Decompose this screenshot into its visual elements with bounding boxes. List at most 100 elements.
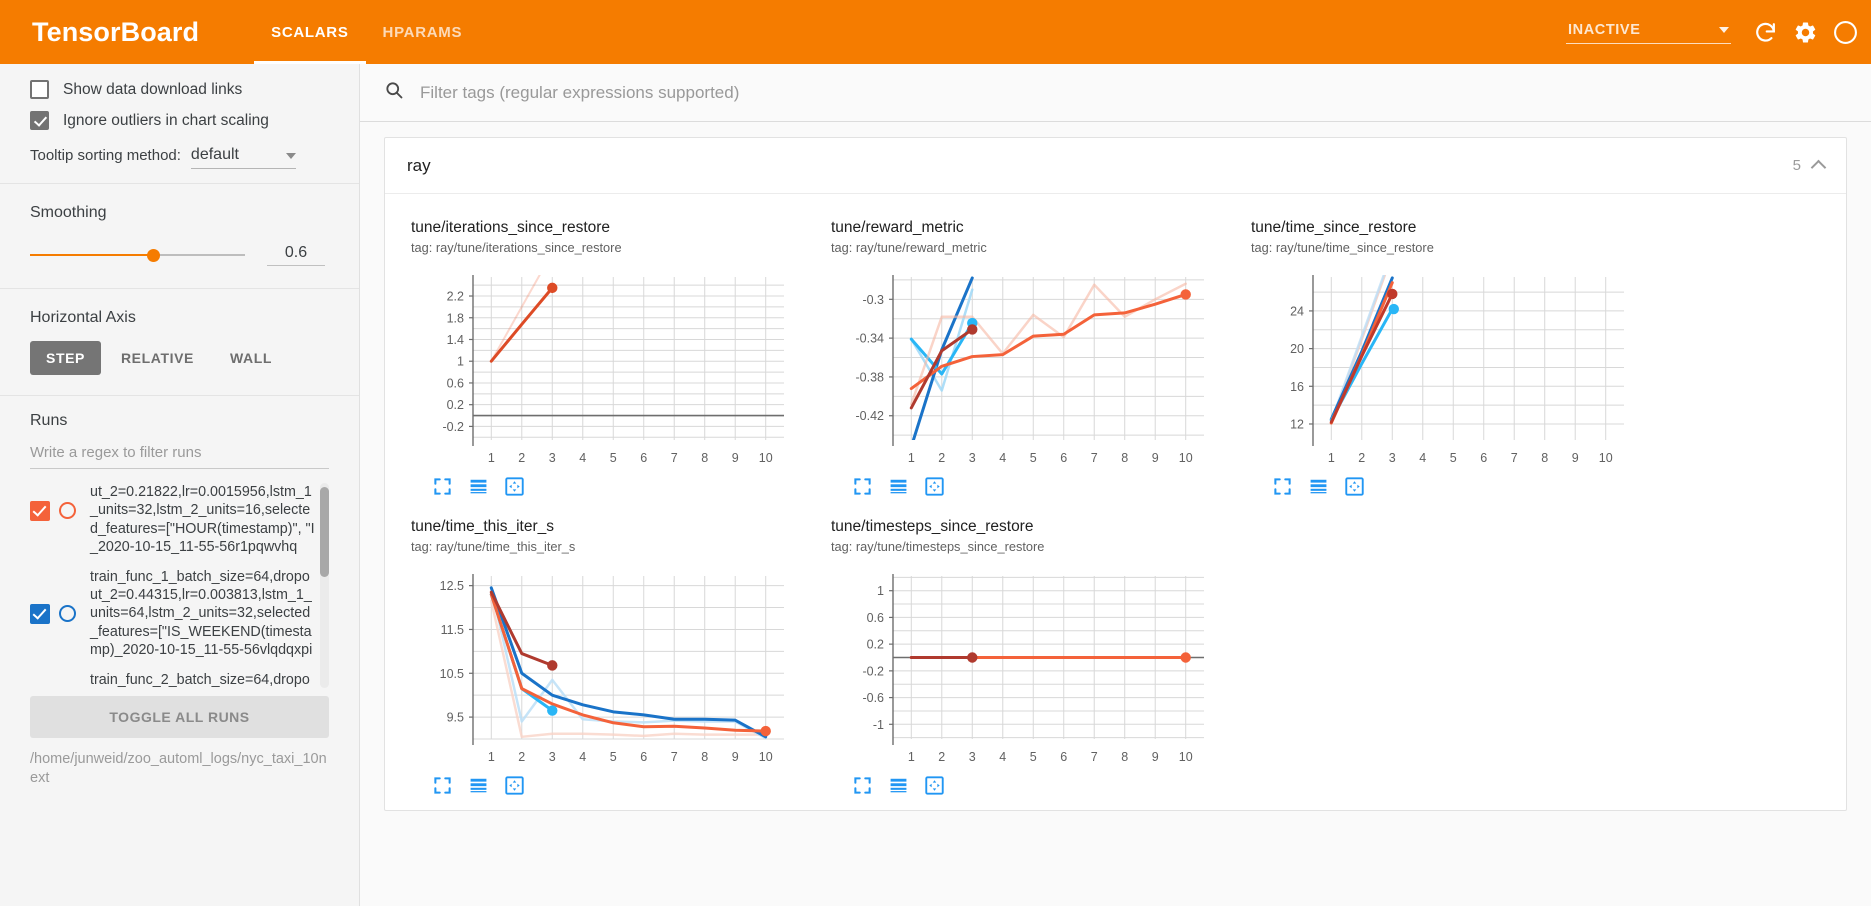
tag-group-card: ray 5 tune/iterations_since_restore tag: … [384, 137, 1847, 811]
chart-plot[interactable]: -0.2 0.2 0.6 1 1.4 1.8 2.2 1 2 3 4 5 6 7 8 9 10 [411, 265, 811, 475]
svg-text:10.5: 10.5 [440, 667, 464, 681]
svg-text:5: 5 [1030, 750, 1037, 764]
run-label: train_func_0_batch_size=64,dropout_2=0.2… [90, 484, 315, 555]
slider-fill [30, 254, 153, 256]
toggle-all-runs-button[interactable]: TOGGLE ALL RUNS [30, 696, 329, 738]
runs-filter-input[interactable] [30, 440, 329, 469]
gear-icon[interactable] [1787, 14, 1823, 50]
data-series-icon[interactable] [469, 477, 488, 501]
svg-text:-0.3: -0.3 [862, 293, 884, 307]
tag-filter-input[interactable] [418, 81, 1847, 104]
svg-text:9.5: 9.5 [447, 711, 464, 725]
show-download-links-label: Show data download links [63, 80, 243, 98]
fit-domain-icon[interactable] [925, 776, 944, 800]
data-series-icon[interactable] [1309, 477, 1328, 501]
tab-scalars[interactable]: SCALARS [254, 0, 366, 64]
fullscreen-icon[interactable] [1273, 477, 1292, 501]
data-series-icon[interactable] [469, 776, 488, 800]
ignore-outliers-checkbox[interactable] [30, 111, 49, 130]
svg-text:24: 24 [1290, 304, 1304, 318]
chart-tag: tag: ray/tune/time_since_restore [1251, 240, 1434, 255]
search-icon [384, 80, 404, 105]
svg-text:7: 7 [671, 451, 678, 465]
fit-domain-icon[interactable] [925, 477, 944, 501]
svg-text:9: 9 [732, 750, 739, 764]
run-status-value: INACTIVE [1568, 22, 1641, 38]
svg-text:2: 2 [518, 451, 525, 465]
svg-text:-1: -1 [873, 718, 884, 732]
show-download-links-checkbox[interactable] [30, 80, 49, 99]
tab-hparams-label: HPARAMS [382, 23, 463, 41]
list-item[interactable]: train_func_2_batch_size=64,dropout_2= [30, 671, 317, 688]
chevron-down-icon [1719, 27, 1729, 33]
svg-text:-0.2: -0.2 [862, 664, 884, 678]
chart-plot[interactable]: 12 16 20 24 1 2 3 4 5 6 7 8 9 10 [1251, 265, 1651, 475]
runs-scrollbar-thumb[interactable] [320, 487, 329, 577]
runs-label: Runs [30, 412, 68, 429]
svg-text:0.6: 0.6 [447, 376, 464, 390]
runs-list[interactable]: train_func_0_batch_size=64,dropout_2=0.2… [30, 483, 329, 688]
svg-text:8: 8 [1121, 451, 1128, 465]
chart-plot[interactable]: -1 -0.6 -0.2 0.2 0.6 1 1 2 3 4 5 6 7 8 9 10 [831, 564, 1231, 774]
tab-hparams[interactable]: HPARAMS [366, 0, 480, 64]
display-options-section: Show data download links Ignore outliers… [0, 64, 359, 183]
fullscreen-icon[interactable] [853, 776, 872, 800]
tag-group-count: 5 [1792, 157, 1801, 174]
tab-scalars-label: SCALARS [271, 23, 349, 41]
fullscreen-icon[interactable] [433, 477, 452, 501]
ignore-outliers-label: Ignore outliers in chart scaling [63, 111, 269, 129]
fit-domain-icon[interactable] [1345, 477, 1364, 501]
axis-option-relative[interactable]: RELATIVE [120, 350, 194, 366]
smoothing-slider[interactable] [30, 247, 245, 263]
run-color-indicator[interactable] [59, 605, 76, 623]
svg-text:1: 1 [488, 451, 495, 465]
run-color-indicator[interactable] [59, 502, 76, 519]
ignore-outliers-row[interactable]: Ignore outliers in chart scaling [30, 111, 329, 130]
runs-section: Runs train_func_0_batch_size=64,dropout_… [0, 396, 359, 688]
chart-toolbar [411, 475, 811, 501]
chart-toolbar [411, 774, 811, 800]
chart-plot[interactable]: -0.42 -0.38 -0.34 -0.3 1 2 3 4 5 6 7 8 9 10 [831, 265, 1231, 475]
svg-text:1: 1 [908, 451, 915, 465]
chevron-up-icon[interactable] [1810, 159, 1827, 176]
svg-text:1: 1 [488, 750, 495, 764]
svg-text:10: 10 [1599, 451, 1613, 465]
run-status-selector[interactable]: INACTIVE [1566, 20, 1731, 44]
data-series-icon[interactable] [889, 776, 908, 800]
svg-text:10: 10 [1179, 451, 1193, 465]
smoothing-value[interactable]: 0.6 [267, 244, 325, 266]
slider-knob[interactable] [146, 249, 160, 262]
svg-text:4: 4 [579, 750, 586, 764]
data-series-icon[interactable] [889, 477, 908, 501]
svg-text:1.4: 1.4 [447, 333, 464, 347]
horizontal-axis-section: Horizontal Axis STEP RELATIVE WALL [0, 289, 359, 395]
list-item[interactable]: train_func_1_batch_size=64,dropout_2=0.4… [30, 568, 317, 659]
chart-tag: tag: ray/tune/iterations_since_restore [411, 240, 622, 255]
axis-option-wall[interactable]: WALL [229, 350, 273, 366]
svg-text:3: 3 [549, 451, 556, 465]
run-checkbox[interactable] [30, 603, 50, 624]
axis-option-step[interactable]: STEP [30, 341, 101, 375]
smoothing-label: Smoothing [30, 204, 107, 221]
chart-card: tune/reward_metric tag: ray/tune/reward_m… [819, 212, 1231, 501]
chart-toolbar [831, 774, 1231, 800]
chart-card: tune/timesteps_since_restore tag: ray/tun… [819, 511, 1231, 800]
runs-scrollbar[interactable] [320, 483, 329, 688]
list-item[interactable]: train_func_0_batch_size=64,dropout_2=0.2… [30, 483, 317, 556]
fit-domain-icon[interactable] [505, 477, 524, 501]
tag-group-header[interactable]: ray 5 [385, 138, 1846, 194]
refresh-icon[interactable] [1747, 14, 1783, 50]
svg-text:12: 12 [1290, 417, 1304, 431]
run-checkbox[interactable] [30, 500, 50, 521]
fullscreen-icon[interactable] [853, 477, 872, 501]
svg-text:3: 3 [1389, 451, 1396, 465]
help-icon[interactable] [1827, 14, 1863, 50]
show-download-links-row[interactable]: Show data download links [30, 80, 329, 99]
tooltip-sorting-label: Tooltip sorting method: [30, 147, 181, 164]
fullscreen-icon[interactable] [433, 776, 452, 800]
tooltip-sorting-select[interactable]: default [190, 146, 296, 169]
fit-domain-icon[interactable] [505, 776, 524, 800]
svg-text:10: 10 [1179, 750, 1193, 764]
chart-plot[interactable]: 9.5 10.5 11.5 12.5 1 2 3 4 5 6 7 8 9 10 [411, 564, 811, 774]
svg-text:2: 2 [1358, 451, 1365, 465]
